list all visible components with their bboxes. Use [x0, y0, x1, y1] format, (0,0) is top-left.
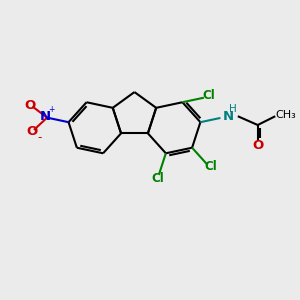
Text: N: N	[223, 110, 234, 123]
Text: H: H	[229, 104, 237, 114]
Text: O: O	[252, 139, 263, 152]
Text: O: O	[24, 98, 35, 112]
Text: Cl: Cl	[205, 160, 217, 172]
Text: -: -	[38, 131, 42, 144]
Text: +: +	[48, 105, 55, 114]
Text: Cl: Cl	[151, 172, 164, 185]
Text: O: O	[26, 125, 37, 139]
Text: N: N	[40, 110, 51, 123]
Text: CH₃: CH₃	[275, 110, 296, 120]
Text: Cl: Cl	[202, 89, 215, 102]
